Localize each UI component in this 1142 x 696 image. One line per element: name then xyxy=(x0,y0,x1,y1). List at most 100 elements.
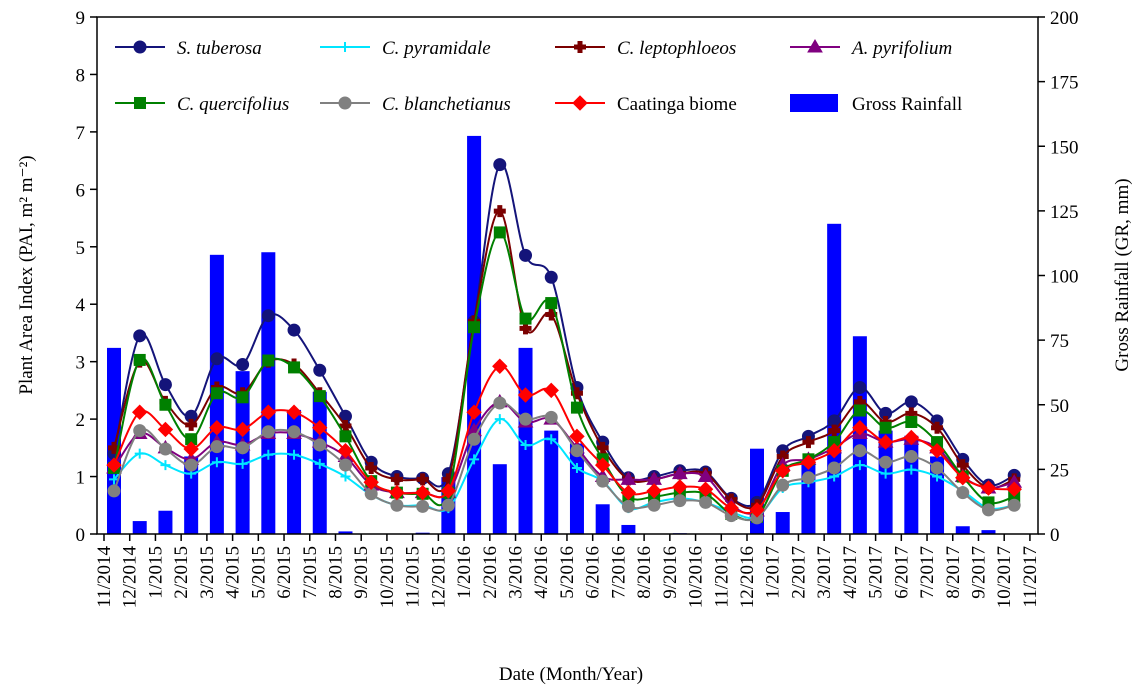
marker xyxy=(210,352,224,366)
marker xyxy=(287,425,301,439)
x-tick-label: 3/2015 xyxy=(197,546,218,599)
rain-bar xyxy=(569,443,584,534)
marker xyxy=(544,270,558,284)
marker xyxy=(775,463,791,479)
marker xyxy=(493,226,506,239)
legend-label: C. pyramidale xyxy=(382,38,491,59)
legend-marker xyxy=(574,41,586,53)
marker xyxy=(493,205,506,218)
marker xyxy=(749,502,765,518)
legend-label: A. pyrifolium xyxy=(850,38,952,59)
marker xyxy=(569,428,585,445)
rain-bar xyxy=(955,526,970,534)
marker xyxy=(236,391,249,404)
legend-label: C. leptophloeos xyxy=(617,38,736,59)
marker xyxy=(826,442,842,459)
rain-bar xyxy=(261,252,276,535)
x-tick-label: 11/2016 xyxy=(711,546,732,608)
marker xyxy=(416,499,430,513)
marker xyxy=(209,420,225,436)
marker xyxy=(468,321,481,334)
x-tick-label: 7/2016 xyxy=(608,546,629,599)
y2-tick-label: 175 xyxy=(1050,73,1079,94)
y2-axis-title: Gross Rainfall (GR, mm) xyxy=(1112,178,1133,371)
marker xyxy=(699,495,713,509)
marker xyxy=(389,484,405,501)
marker xyxy=(647,498,661,512)
marker xyxy=(211,457,222,468)
marker xyxy=(287,323,301,337)
marker xyxy=(1006,481,1022,497)
marker xyxy=(160,460,171,471)
marker xyxy=(414,484,431,501)
marker xyxy=(314,458,325,469)
x-tick-label: 1/2016 xyxy=(454,546,475,599)
marker xyxy=(390,498,404,512)
marker xyxy=(340,471,351,482)
rain-bar xyxy=(467,135,482,534)
marker xyxy=(852,420,868,436)
marker xyxy=(546,434,557,445)
marker xyxy=(492,358,508,374)
x-tick-label: 12/2015 xyxy=(428,546,449,608)
legend-label: S. tuberosa xyxy=(177,38,262,59)
x-tick-label: 2/2016 xyxy=(480,546,501,599)
marker xyxy=(594,457,611,473)
marker xyxy=(929,442,945,459)
x-tick-label: 7/2015 xyxy=(300,546,321,599)
marker xyxy=(339,420,352,433)
rain-bar xyxy=(775,512,790,534)
marker xyxy=(904,449,918,463)
rain-bar xyxy=(338,531,353,534)
x-tick-label: 10/2016 xyxy=(686,546,707,608)
legend-marker xyxy=(807,39,823,53)
marker xyxy=(828,424,841,437)
legend-marker xyxy=(133,40,147,54)
legend-label: C. blanchetianus xyxy=(382,94,511,115)
marker xyxy=(723,500,739,516)
x-tick-label: 3/2016 xyxy=(506,546,527,599)
marker xyxy=(853,404,866,417)
marker xyxy=(338,458,352,472)
marker xyxy=(906,464,917,475)
rain-bar xyxy=(184,456,199,534)
marker xyxy=(570,401,583,414)
y-tick-label: 8 xyxy=(76,65,86,86)
marker xyxy=(493,396,507,410)
marker xyxy=(854,460,865,471)
x-tick-label: 4/2016 xyxy=(531,546,552,599)
y-tick-label: 4 xyxy=(76,295,86,316)
x-tick-label: 10/2015 xyxy=(377,546,398,608)
y-tick-label: 6 xyxy=(76,180,86,201)
x-tick-label: 1/2015 xyxy=(145,546,166,599)
marker xyxy=(440,483,457,499)
marker xyxy=(337,442,354,459)
marker xyxy=(800,454,817,470)
y-tick-label: 3 xyxy=(76,353,86,374)
marker xyxy=(570,444,584,458)
y2-tick-label: 25 xyxy=(1050,460,1069,481)
marker xyxy=(904,395,918,409)
marker xyxy=(133,329,147,343)
x-tick-label: 6/2017 xyxy=(891,546,912,599)
marker xyxy=(467,432,481,446)
marker xyxy=(289,449,300,460)
x-tick-label: 9/2016 xyxy=(660,546,681,599)
marker xyxy=(158,378,172,392)
marker xyxy=(339,430,352,443)
legend-label: C. quercifolius xyxy=(177,94,289,115)
marker xyxy=(183,441,199,457)
x-tick-label: 5/2015 xyxy=(248,546,269,599)
marker xyxy=(596,474,610,488)
rain-bar xyxy=(981,530,996,534)
x-tick-label: 4/2017 xyxy=(840,546,861,599)
marker xyxy=(620,484,637,501)
marker xyxy=(494,414,505,425)
marker xyxy=(905,415,918,428)
rain-bar xyxy=(827,223,842,535)
marker xyxy=(185,418,198,431)
y2-tick-label: 200 xyxy=(1050,8,1079,29)
x-tick-label: 10/2017 xyxy=(994,546,1015,608)
y-axis-title: Plant Area Index (PAI, m² m⁻²) xyxy=(16,155,37,394)
